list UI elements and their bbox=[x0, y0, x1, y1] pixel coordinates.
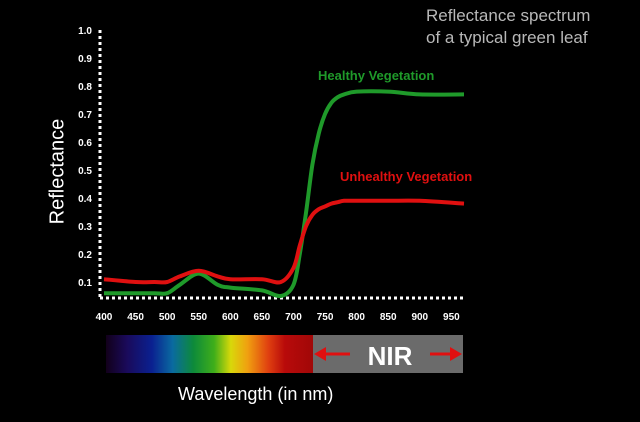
x-tick-label: 900 bbox=[411, 312, 428, 323]
unhealthy-vegetation-line bbox=[103, 198, 465, 285]
x-tick-label: 550 bbox=[190, 312, 207, 323]
y-tick-label: 0.7 bbox=[78, 110, 92, 121]
healthy-vegetation-label: Healthy Vegetation bbox=[318, 68, 434, 83]
x-tick-label: 800 bbox=[348, 312, 365, 323]
x-tick-label: 950 bbox=[443, 312, 460, 323]
nir-label: NIR bbox=[368, 341, 413, 371]
y-tick-label: 0.3 bbox=[78, 222, 92, 233]
x-tick-label: 700 bbox=[285, 312, 302, 323]
x-tick-label: 500 bbox=[159, 312, 176, 323]
x-tick-label: 600 bbox=[222, 312, 239, 323]
y-tick-label: 0.9 bbox=[78, 54, 92, 65]
y-tick-label: 0.6 bbox=[78, 138, 92, 149]
x-tick-label: 750 bbox=[317, 312, 334, 323]
nir-arrow-right-head bbox=[450, 347, 462, 361]
x-tick-label: 450 bbox=[127, 312, 144, 323]
x-tick-label: 400 bbox=[96, 312, 113, 323]
y-tick-label: 1.0 bbox=[78, 26, 92, 37]
y-tick-label: 0.2 bbox=[78, 250, 92, 261]
x-tick-label: 650 bbox=[254, 312, 271, 323]
x-tick-label: 850 bbox=[380, 312, 397, 323]
nir-label-bg bbox=[350, 340, 430, 368]
x-axis-label: Wavelength (in nm) bbox=[178, 384, 334, 404]
y-tick-label: 0.5 bbox=[78, 166, 92, 177]
chart-title-line-1: Reflectance spectrum bbox=[426, 6, 591, 25]
healthy-vegetation-line bbox=[104, 89, 465, 299]
visible-spectrum-band bbox=[106, 335, 314, 373]
y-tick-label: 0.8 bbox=[78, 82, 92, 93]
y-tick-label: 0.1 bbox=[78, 278, 92, 289]
y-tick-label: 0.4 bbox=[78, 194, 92, 205]
nir-arrow-left-head bbox=[314, 347, 326, 361]
chart-title-line-2: of a typical green leaf bbox=[426, 28, 588, 47]
unhealthy-vegetation-label: Unhealthy Vegetation bbox=[340, 169, 472, 184]
